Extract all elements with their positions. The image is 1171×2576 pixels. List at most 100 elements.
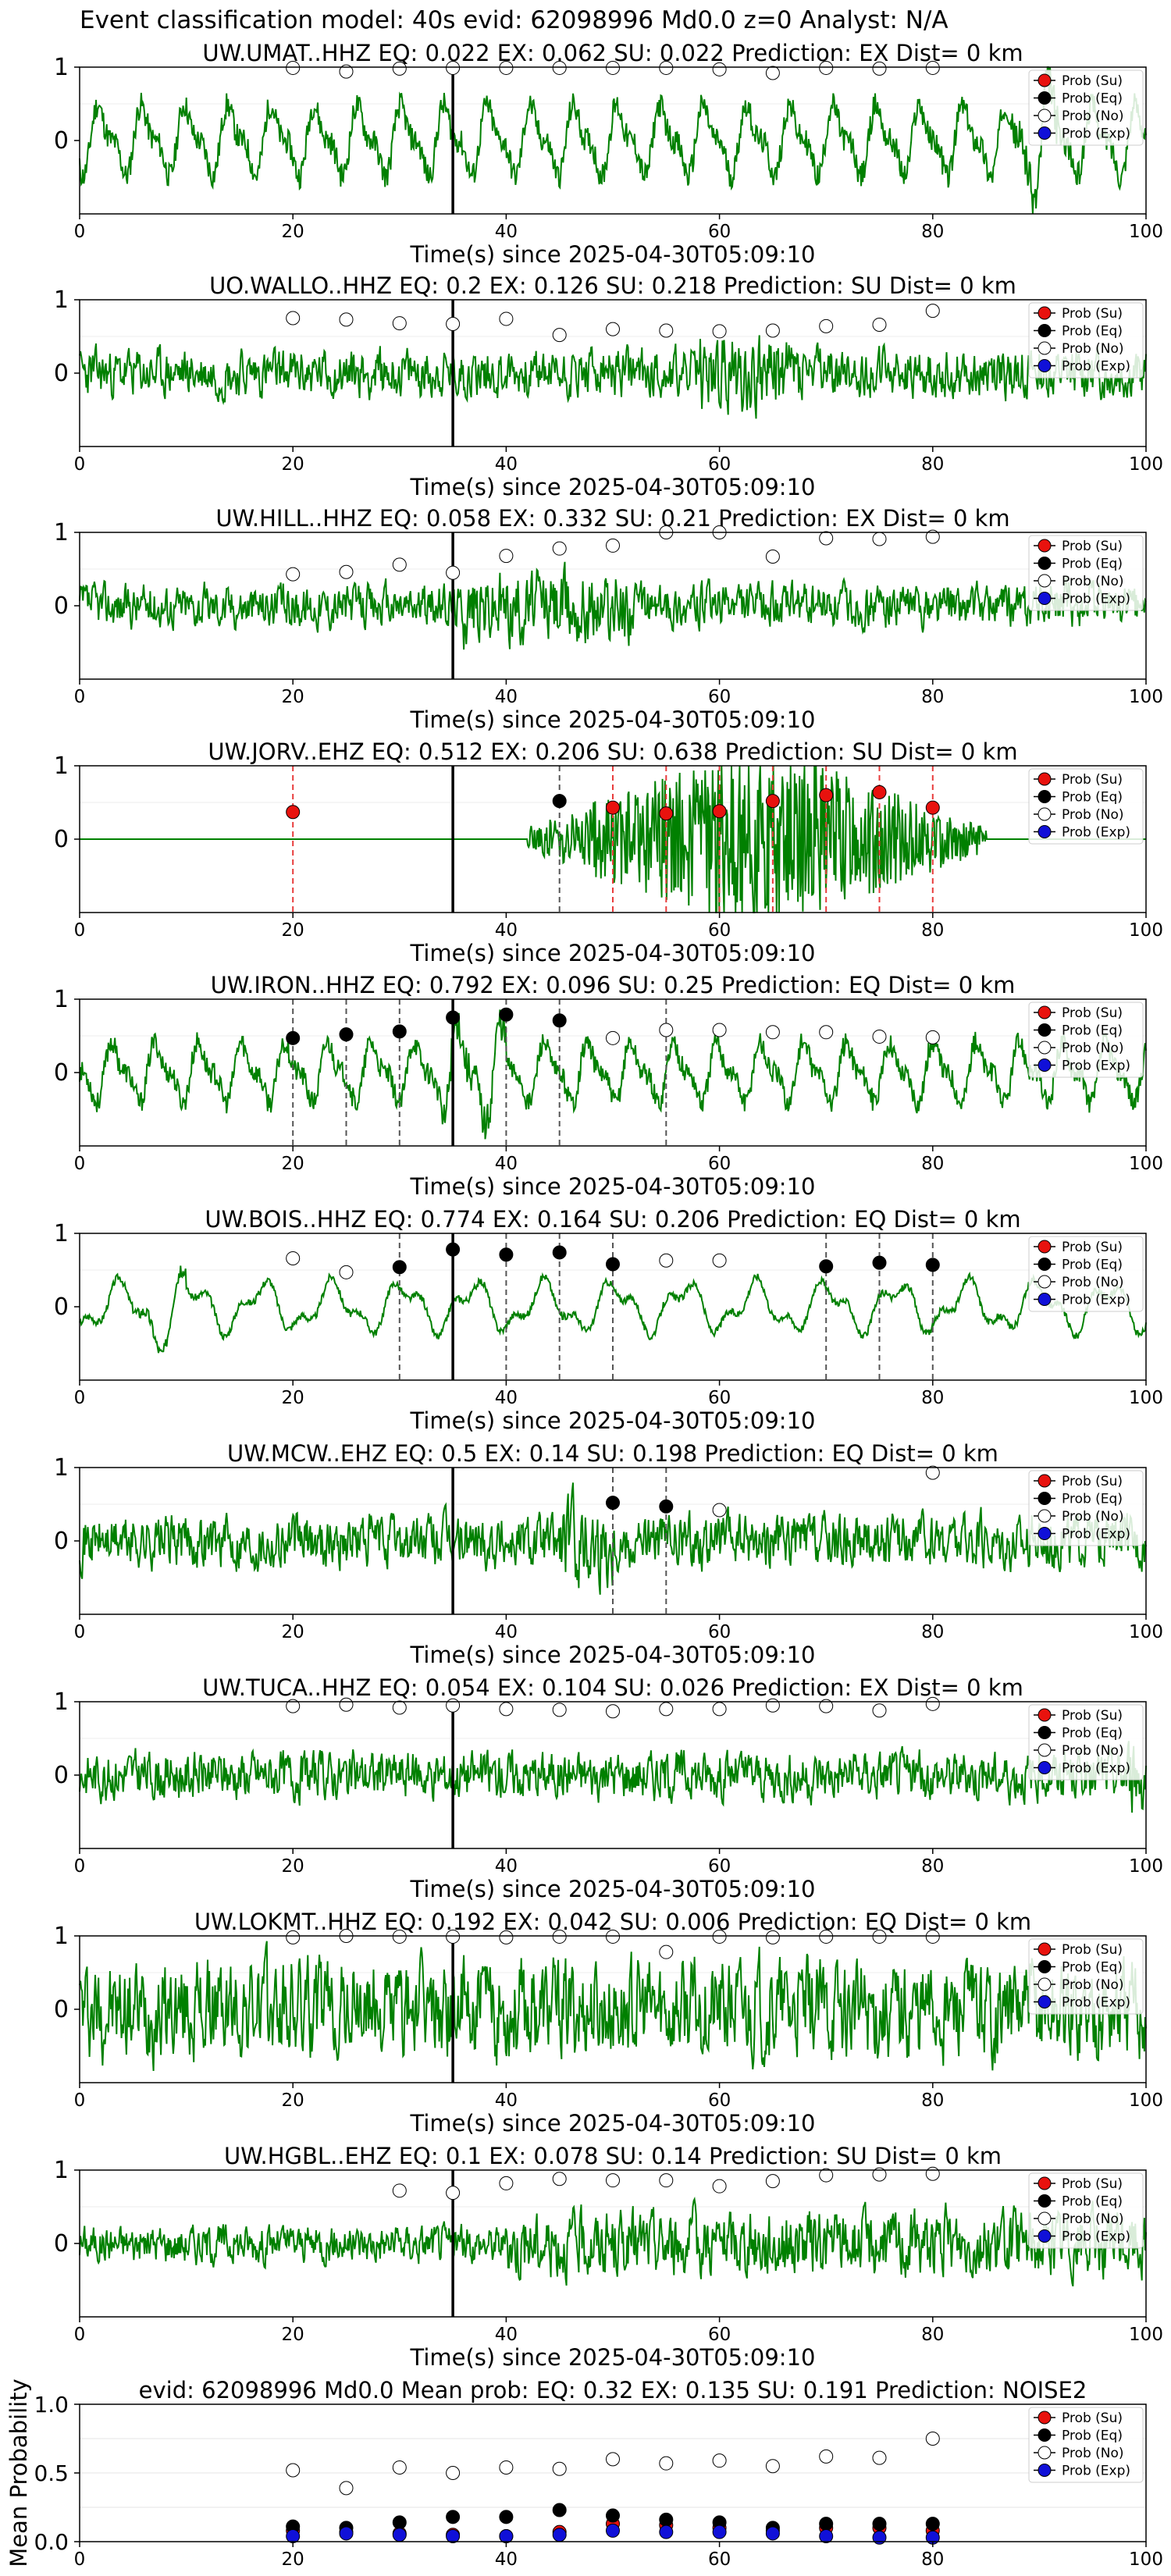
x-tick-label: 40 <box>495 2325 518 2345</box>
prob-no-marker <box>925 2166 940 2181</box>
prob-no-marker <box>286 1930 301 1944</box>
station-panel: UW.TUCA..HHZ EQ: 0.054 EX: 0.104 SU: 0.0… <box>54 1674 1163 1902</box>
y-axis-label: Mean Probability <box>5 2379 32 2567</box>
prob-eq-marker <box>446 1242 461 1257</box>
x-axis-label: Time(s) since 2025-04-30T05:09:10 <box>410 940 816 966</box>
prob-eq-marker <box>499 2510 514 2524</box>
waveform-trace <box>79 1482 1147 1595</box>
legend-label: Prob (Su) <box>1062 1708 1123 1724</box>
y-tick-label: 1 <box>54 986 69 1013</box>
legend-box <box>1028 1704 1144 1781</box>
legend-marker <box>1038 2229 1052 2243</box>
prob-no-marker <box>606 60 620 75</box>
prob-no-marker <box>765 1930 780 1944</box>
legend-marker <box>1038 574 1052 588</box>
y-tick-label: 0 <box>54 127 69 155</box>
prob-no-marker <box>819 1699 834 1713</box>
prob-no-marker <box>286 567 301 582</box>
x-tick-label: 60 <box>708 2549 731 2570</box>
prob-su-marker <box>712 804 727 819</box>
legend-marker <box>1038 91 1052 105</box>
legend-marker <box>1038 73 1052 87</box>
legend-marker <box>1038 772 1052 786</box>
y-tick-label: 1 <box>54 54 69 81</box>
x-tick-label: 60 <box>708 454 731 475</box>
x-axis-label: Time(s) since 2025-04-30T05:09:10 <box>410 241 816 268</box>
prob-no-marker <box>712 324 727 339</box>
prob-no-marker <box>499 60 514 75</box>
legend: Prob (Su) Prob (Eq) Prob (No) Prob (Exp) <box>1028 1470 1144 1546</box>
y-tick-label: 1.0 <box>34 2392 69 2418</box>
y-tick-label: 1 <box>54 1688 69 1716</box>
legend-label: Prob (No) <box>1062 1509 1124 1525</box>
prob-no-marker <box>446 565 461 580</box>
prob-eq-marker <box>499 1007 514 1022</box>
y-tick-label: 0 <box>54 1293 69 1321</box>
prob-no-marker <box>446 60 461 75</box>
prob-no-marker <box>499 549 514 564</box>
legend-box <box>1028 1938 1144 2015</box>
prob-no-marker <box>659 323 674 338</box>
panel-title: UO.WALLO..HHZ EQ: 0.2 EX: 0.126 SU: 0.21… <box>209 272 1016 299</box>
legend-box <box>1028 1236 1144 1312</box>
legend-marker <box>1038 2176 1052 2190</box>
prob-no-marker <box>392 557 407 572</box>
legend-marker <box>1038 126 1052 140</box>
prob-no-marker <box>552 2461 567 2476</box>
waveform-trace <box>79 335 1147 419</box>
prob-no-marker <box>925 60 940 75</box>
prob-no-marker <box>392 316 407 331</box>
prob-exp-marker <box>659 2524 674 2539</box>
x-tick-label: 80 <box>921 2325 944 2345</box>
prob-eq-marker <box>552 1245 567 1260</box>
panel-title: UW.JORV..EHZ EQ: 0.512 EX: 0.206 SU: 0.6… <box>208 738 1017 765</box>
legend-label: Prob (Eq) <box>1062 2428 1123 2444</box>
prob-eq-marker <box>872 2517 887 2532</box>
x-tick-label: 20 <box>282 1154 304 1174</box>
prob-no-marker <box>339 64 354 79</box>
x-axis-label: Time(s) since 2025-04-30T05:09:10 <box>410 2110 816 2137</box>
prob-eq-marker <box>446 1010 461 1025</box>
legend-label: Prob (No) <box>1062 341 1124 357</box>
legend-marker <box>1038 1059 1052 1072</box>
x-tick-label: 80 <box>921 920 944 941</box>
prob-eq-marker <box>392 2515 407 2530</box>
legend-label: Prob (Su) <box>1062 1474 1123 1489</box>
axes-frame <box>79 998 1147 1147</box>
x-tick-label: 0 <box>74 920 86 941</box>
x-tick-label: 80 <box>921 2090 944 2111</box>
legend-label: Prob (Su) <box>1062 2176 1123 2192</box>
prob-no-marker <box>819 1025 834 1040</box>
x-tick-label: 0 <box>74 2549 86 2570</box>
prob-su-marker <box>925 800 940 815</box>
prob-eq-marker <box>552 1013 567 1028</box>
prob-no-marker <box>392 2460 407 2475</box>
prob-eq-marker <box>659 1499 674 1514</box>
y-tick-label: 0 <box>54 2230 69 2258</box>
x-tick-label: 20 <box>282 1856 304 1877</box>
prob-no-marker <box>339 564 354 579</box>
x-tick-label: 100 <box>1129 1856 1163 1877</box>
legend-marker <box>1038 1041 1052 1055</box>
x-tick-label: 0 <box>74 1388 86 1408</box>
prob-exp-marker <box>552 2528 567 2542</box>
x-tick-label: 80 <box>921 1388 944 1408</box>
prob-no-marker <box>819 60 834 75</box>
prob-eq-marker <box>819 2517 834 2532</box>
y-tick-label: 1 <box>54 286 69 314</box>
prob-no-marker <box>446 1929 461 1944</box>
prob-no-marker <box>392 61 407 76</box>
prob-no-marker <box>872 2167 887 2182</box>
x-tick-label: 0 <box>74 687 86 707</box>
x-tick-label: 40 <box>495 920 518 941</box>
prob-su-marker <box>765 794 780 809</box>
panel-title: UW.MCW..EHZ EQ: 0.5 EX: 0.14 SU: 0.198 P… <box>227 1440 998 1467</box>
legend-label: Prob (Su) <box>1062 772 1123 788</box>
waveform-trace <box>79 1741 1147 1813</box>
legend-marker <box>1038 1527 1052 1540</box>
legend-label: Prob (Eq) <box>1062 1258 1123 1273</box>
prob-su-marker <box>606 800 620 815</box>
y-tick-label: 1 <box>54 2157 69 2184</box>
y-tick-label: 1 <box>54 1923 69 1950</box>
station-panel: UW.JORV..EHZ EQ: 0.512 EX: 0.206 SU: 0.6… <box>54 738 1163 966</box>
